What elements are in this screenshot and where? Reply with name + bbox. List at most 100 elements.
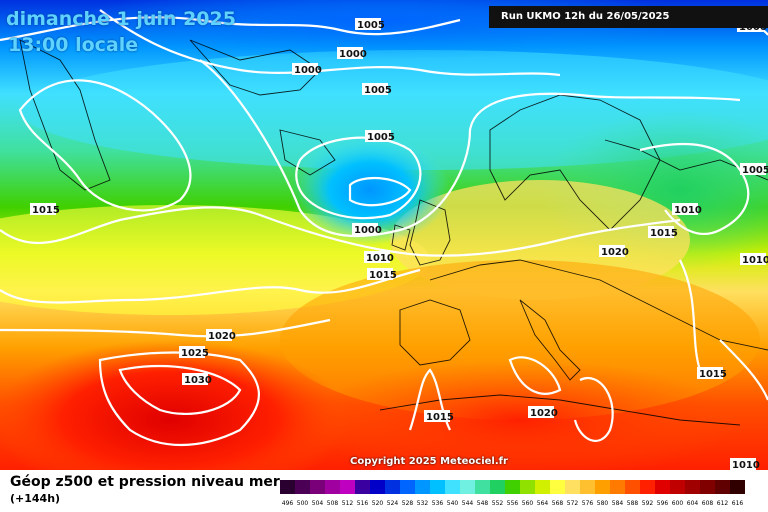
legend-title: Géop z500 et pression niveau mer <box>10 474 280 490</box>
svg-text:1015: 1015 <box>699 369 727 380</box>
color-scale-label: 556 <box>506 500 519 507</box>
color-scale-label: 612 <box>716 500 729 507</box>
color-scale-swatch <box>610 480 625 494</box>
color-scale-label: 516 <box>356 500 369 507</box>
color-scale-swatch <box>670 480 685 494</box>
color-scale-swatch <box>535 480 550 494</box>
isobar-label-1000-a: 1000 <box>337 47 367 60</box>
color-scale-label: 564 <box>536 500 549 507</box>
isobar-label-1005-b: 1005 <box>362 83 392 96</box>
color-scale-swatch <box>655 480 670 494</box>
color-scale-swatch <box>565 480 580 494</box>
legend-subtitle: (+144h) <box>10 492 61 505</box>
coastlines <box>19 39 768 426</box>
color-scale-label: 552 <box>491 500 504 507</box>
isobar-label-1005-a: 1005 <box>355 18 385 31</box>
color-scale-label: 508 <box>326 500 339 507</box>
forecast-date: dimanche 1 juin 2025 <box>6 8 236 30</box>
svg-text:1015: 1015 <box>369 270 397 281</box>
color-scale-labels: 496 500 504 508 512 516 520 524 528 532 536 540 544 5… <box>280 500 745 507</box>
svg-text:1010: 1010 <box>732 460 760 470</box>
svg-text:1005: 1005 <box>367 132 395 143</box>
svg-text:1015: 1015 <box>650 228 678 239</box>
color-scale-label: 524 <box>386 500 399 507</box>
color-scale-label: 616 <box>731 500 744 507</box>
hot-core-atlantic <box>0 340 350 470</box>
isobar-label-1015-b: 1015 <box>424 410 454 423</box>
color-scale-swatch <box>475 480 490 494</box>
isobar-label-1010-d: 1010 <box>730 458 760 470</box>
color-scale-swatch <box>550 480 565 494</box>
isobar-labels: 1005 1000 1000 1005 1005 1000 1010 1015 … <box>30 18 768 470</box>
color-scale-swatch <box>595 480 610 494</box>
isobar-label-1005-c: 1005 <box>365 130 395 143</box>
color-scale-label: 536 <box>431 500 444 507</box>
color-scale-label: 572 <box>566 500 579 507</box>
color-scale-label: 560 <box>521 500 534 507</box>
svg-text:1005: 1005 <box>742 165 768 176</box>
color-scale-swatch <box>730 480 745 494</box>
isobar-label-1015-a: 1015 <box>367 268 397 281</box>
color-scale-label: 500 <box>296 500 309 507</box>
color-scale-swatch <box>490 480 505 494</box>
isobar-label-1010-c: 1010 <box>740 253 768 266</box>
color-scale-swatch <box>715 480 730 494</box>
isobar-label-1030: 1030 <box>182 373 212 386</box>
color-scale-swatch <box>685 480 700 494</box>
svg-text:1020: 1020 <box>601 247 629 258</box>
color-scale-swatch <box>415 480 430 494</box>
color-scale-label: 596 <box>656 500 669 507</box>
color-scale <box>280 480 745 494</box>
isobar-label-1010-a: 1010 <box>364 251 394 264</box>
isobar-label-1020-a: 1020 <box>206 329 236 342</box>
svg-text:1005: 1005 <box>357 20 385 31</box>
color-scale-swatch <box>700 480 715 494</box>
color-scale-swatch <box>640 480 655 494</box>
svg-text:1015: 1015 <box>426 412 454 423</box>
svg-text:1000: 1000 <box>339 49 367 60</box>
isobar-label-1000-b: 1000 <box>292 63 322 76</box>
forecast-time: 13:00 locale <box>8 34 139 56</box>
color-scale-swatch <box>430 480 445 494</box>
svg-text:1010: 1010 <box>674 205 702 216</box>
color-scale-swatch <box>400 480 415 494</box>
svg-text:1000: 1000 <box>294 65 322 76</box>
color-scale-label: 608 <box>701 500 714 507</box>
color-scale-swatch <box>505 480 520 494</box>
color-scale-swatch <box>325 480 340 494</box>
svg-text:1030: 1030 <box>184 375 212 386</box>
color-scale-swatch <box>310 480 325 494</box>
svg-text:1020: 1020 <box>208 331 236 342</box>
color-scale-label: 544 <box>461 500 474 507</box>
color-scale-label: 528 <box>401 500 414 507</box>
svg-text:1000: 1000 <box>354 225 382 236</box>
isobar-label-1025: 1025 <box>179 346 209 359</box>
isobar-label-1010-b: 1010 <box>672 203 702 216</box>
color-scale-swatch <box>295 480 310 494</box>
color-scale-swatch <box>625 480 640 494</box>
svg-text:1025: 1025 <box>181 348 209 359</box>
isobar-label-1020-c: 1020 <box>599 245 629 258</box>
color-scale-swatch <box>370 480 385 494</box>
color-scale-label: 520 <box>371 500 384 507</box>
color-scale-label: 496 <box>281 500 294 507</box>
isobar-label-1015-d: 1015 <box>648 226 678 239</box>
copyright-notice: Copyright 2025 Meteociel.fr <box>350 456 508 467</box>
svg-text:1010: 1010 <box>742 255 768 266</box>
isobar-label-1000-c: 1000 <box>352 223 382 236</box>
isobar-label-1020-b: 1020 <box>528 406 558 419</box>
color-scale-swatch <box>280 480 295 494</box>
color-scale-label: 548 <box>476 500 489 507</box>
color-scale-label: 580 <box>596 500 609 507</box>
color-scale-label: 512 <box>341 500 354 507</box>
svg-text:1010: 1010 <box>366 253 394 264</box>
isobar-label-1005-d: 1005 <box>740 163 768 176</box>
svg-text:1015: 1015 <box>32 205 60 216</box>
model-run-label: Run UKMO 12h du 26/05/2025 <box>489 6 768 28</box>
svg-text:1005: 1005 <box>364 85 392 96</box>
svg-text:1020: 1020 <box>530 408 558 419</box>
color-scale-swatch <box>520 480 535 494</box>
color-scale-label: 568 <box>551 500 564 507</box>
color-scale-label: 604 <box>686 500 699 507</box>
color-scale-label: 576 <box>581 500 594 507</box>
